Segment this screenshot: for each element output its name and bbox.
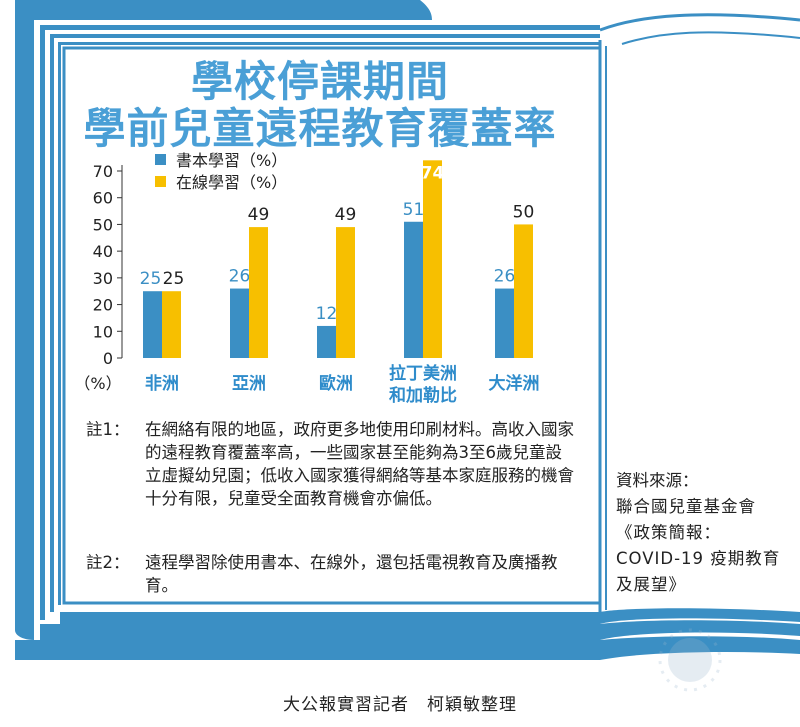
bar-book-2 (317, 325, 336, 358)
legend-label-book: 書本學習（%） (176, 151, 288, 170)
bar-online-1 (249, 227, 268, 358)
y-tick-label: 50 (93, 215, 113, 234)
note-2-label: 註2： (86, 553, 130, 572)
source-block: 資料來源： 聯合國兒童基金會《政策簡報：COVID-19 疫期教育及展望》 (616, 468, 784, 598)
legend-swatch-online (155, 175, 166, 187)
bar-book-3 (404, 221, 423, 358)
data-label: 26 (229, 267, 251, 287)
y-unit-label: （%） (74, 374, 121, 393)
data-label: 74 (421, 163, 445, 183)
chart-title-line-1: 學校停課期間 (190, 57, 449, 106)
x-category-label: 亞洲 (232, 374, 266, 394)
credit-line: 大公報實習記者 柯穎敏整理 (283, 695, 517, 715)
data-label: 25 (163, 269, 185, 289)
bar-book-0 (143, 291, 162, 358)
legend-item-book: 書本學習（%） (155, 148, 287, 170)
x-category-label: 大洋洲 (489, 373, 540, 394)
bar-book-1 (230, 288, 249, 358)
data-label: 49 (335, 205, 357, 225)
y-tick-label: 0 (103, 349, 113, 368)
legend: 書本學習（%） 在線學習（%） (155, 148, 287, 192)
data-label: 26 (494, 267, 516, 287)
data-label: 51 (403, 200, 425, 220)
bar-chart: 0 10 20 30 40 50 60 70 （%） 25 25 非洲 26 49 亞洲 12 49 歐洲 51 74… (74, 160, 540, 406)
note-1-label: 註1： (86, 420, 130, 439)
source-heading: 資料來源： (616, 471, 699, 490)
y-tick-label: 10 (93, 322, 113, 341)
note-1: 註1： 在網絡有限的地區，政府更多地使用印刷材料。高收入國家的遠程教育覆蓋率高，… (86, 418, 576, 510)
y-tick-label: 60 (93, 189, 113, 208)
x-category-label: 非洲 (145, 373, 179, 394)
y-tick-label: 30 (93, 269, 113, 288)
bar-book-4 (495, 288, 514, 358)
bar-online-3 (423, 160, 442, 358)
chart-title-line-2: 學前兒童遠程教育覆蓋率 (83, 104, 557, 153)
bar-online-0 (162, 291, 181, 358)
note-1-text: 在網絡有限的地區，政府更多地使用印刷材料。高收入國家的遠程教育覆蓋率高，一些國家… (145, 420, 574, 508)
data-label: 49 (248, 205, 270, 225)
y-tick-label: 70 (93, 162, 113, 181)
x-category-label: 和加勒比 (389, 385, 457, 406)
legend-label-online: 在線學習（%） (176, 173, 288, 192)
y-tick-label: 20 (93, 296, 113, 315)
legend-item-online: 在線學習（%） (155, 170, 287, 192)
note-2: 註2： 遠程學習除使用書本、在線外，還包括電視教育及廣播教育。 (86, 551, 576, 597)
x-category-label: 歐洲 (319, 373, 353, 394)
bar-online-2 (336, 227, 355, 358)
legend-swatch-book (155, 153, 166, 165)
bar-online-4 (514, 224, 533, 358)
data-label: 25 (140, 269, 162, 289)
x-category-label: 拉丁美洲 (389, 363, 457, 384)
note-2-text: 遠程學習除使用書本、在線外，還包括電視教育及廣播教育。 (145, 553, 558, 595)
data-label: 12 (316, 304, 338, 324)
y-tick-label: 40 (93, 242, 113, 261)
data-label: 50 (513, 202, 535, 222)
source-text: 聯合國兒童基金會《政策簡報：COVID-19 疫期教育及展望》 (616, 497, 781, 594)
